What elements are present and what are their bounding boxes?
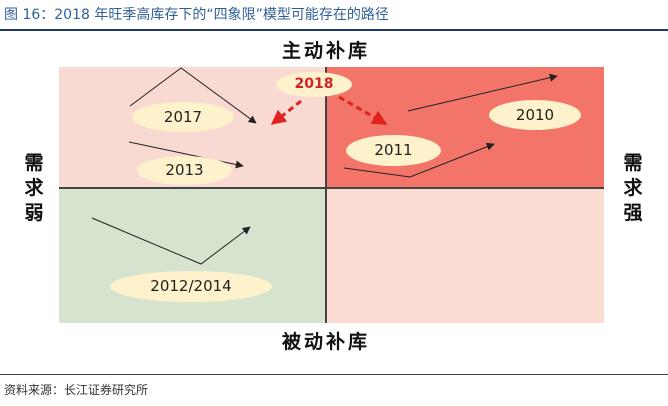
axis-label-bottom: 被动补库 (281, 331, 370, 353)
path-2018-left (270, 99, 302, 126)
path-2010 (407, 73, 558, 112)
vertical-axis (325, 67, 327, 323)
footer-divider (0, 374, 668, 375)
year-label-2017: 2017 (132, 102, 234, 132)
year-label-2018: 2018 (276, 72, 352, 97)
title-divider (0, 29, 668, 31)
horizontal-axis (59, 187, 604, 189)
path-2011 (343, 142, 495, 178)
year-label-2012-2014: 2012/2014 (110, 271, 272, 302)
figure-title: 图 16：2018 年旺季高库存下的“四象限”模型可能存在的路径 (4, 7, 389, 23)
quadrant-strong-demand-passive-restock (326, 188, 604, 323)
axis-label-right: 需求强 (623, 152, 643, 224)
axis-label-top: 主动补库 (281, 40, 370, 62)
year-label-2010: 2010 (489, 100, 581, 130)
path-2012-2014 (91, 217, 251, 265)
path-2017 (129, 67, 257, 124)
year-label-2013: 2013 (137, 156, 232, 185)
source-note: 资料来源：长江证券研究所 (4, 383, 149, 397)
year-label-2011: 2011 (346, 135, 441, 166)
axis-label-left: 需求弱 (24, 152, 44, 224)
path-2018-right (338, 95, 388, 126)
